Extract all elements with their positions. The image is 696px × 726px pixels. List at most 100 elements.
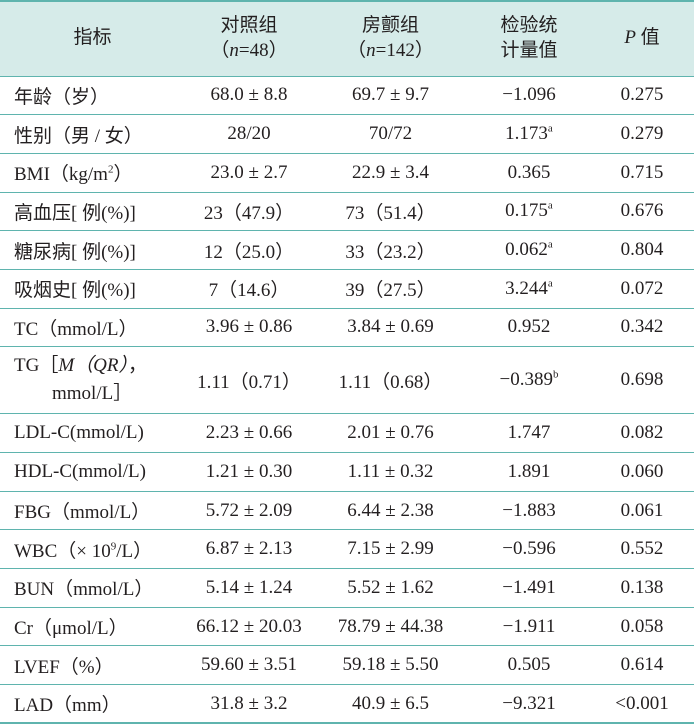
indicator-cell: BMI（kg/m2） [0,152,185,193]
indicator-text: ， [127,354,147,376]
statistic-cell: −0.596 [468,529,590,569]
indicator-cell: 性别（男 / 女） [0,114,185,154]
indicator-cell: BUN（mmol/L） [0,568,185,608]
af-value-cell: 70/72 [313,114,468,154]
p-value-cell: 0.342 [590,307,694,347]
table-row: 高血压[ 例(%)] 23（47.9） 73（51.4） 0.175a 0.676 [0,191,694,231]
p-value-cell: 0.061 [590,490,694,530]
indicator-cell: TC（mmol/L） [0,307,185,347]
header-af-n: （n=142） [347,39,434,61]
indicator-cell: LAD（mm） [0,684,185,724]
header-af-title: 房颤组 [361,15,419,37]
indicator-cell: LVEF（%） [0,645,185,685]
statistic-value: −1.883 [502,499,556,521]
p-value-cell: 0.082 [590,413,694,453]
af-value-cell: 73（51.4） [313,191,468,231]
table-row: 吸烟史[ 例(%)] 7（14.6） 39（27.5） 3.244a 0.072 [0,268,694,309]
p-value-cell: 0.060 [590,452,694,492]
indicator-text: TG［ [14,354,59,376]
af-value-cell: 5.52 ± 1.62 [313,568,468,608]
table-row: WBC（× 109/L） 6.87 ± 2.13 7.15 ± 2.99 −0.596… [0,529,694,569]
control-value-cell: 23（47.9） [185,191,313,231]
statistic-value: 3.244 [505,277,548,299]
p-value-cell: 0.058 [590,606,694,646]
p-value-cell: 0.279 [590,114,694,154]
control-value-cell: 6.87 ± 2.13 [185,529,313,569]
statistic-cell: 3.244a [468,268,590,309]
table-row: Cr（μmol/L） 66.12 ± 20.03 78.79 ± 44.38 −1.9… [0,606,694,646]
statistic-cell: 0.175a [468,191,590,231]
statistic-value: −0.596 [502,538,556,560]
indicator-cell: Cr（μmol/L） [0,606,185,646]
statistic-value: 1.747 [507,422,551,444]
table-row: 年龄（岁） 68.0 ± 8.8 69.7 ± 9.7 −1.096 0.275 [0,75,694,115]
table-row: LVEF（%） 59.60 ± 3.51 59.18 ± 5.50 0.505 0.61… [0,645,694,685]
statistic-cell: 1.747 [468,413,590,453]
sample-size-symbol: n [366,39,376,61]
table-row: TG［M（QR）， mmol/L］ 1.11（0.71） 1.11（0.68） −0.3… [0,346,694,414]
statistic-superscript: a [547,200,553,213]
af-value-cell: 78.79 ± 44.38 [313,606,468,646]
statistic-value: −1.096 [502,84,556,106]
control-value-cell: 59.60 ± 3.51 [185,645,313,685]
p-value-cell: 0.552 [590,529,694,569]
sample-size-symbol: n [229,39,239,61]
p-value-cell: 0.676 [590,191,694,231]
control-value-cell: 7（14.6） [185,268,313,309]
af-value-cell: 33（23.2） [313,230,468,270]
statistic-cell: −9.321 [468,684,590,724]
statistic-value: 0.365 [507,161,551,183]
header-stat-line2: 计量值 [500,39,558,61]
af-value-cell: 2.01 ± 0.76 [313,413,468,453]
indicator-cell: TG［M（QR）， mmol/L］ [0,346,185,414]
indicator-cell: 糖尿病[ 例(%)] [0,230,185,270]
control-value-cell: 31.8 ± 3.2 [185,684,313,724]
header-stat-line1: 检验统 [500,15,558,37]
indicator-text-line2: mmol/L］ [52,383,133,405]
p-value-cell: 0.072 [590,268,694,309]
statistic-cell: −1.096 [468,75,590,115]
af-value-cell: 1.11 ± 0.32 [313,452,468,492]
control-value-cell: 1.11（0.71） [185,346,313,414]
control-value-cell: 12（25.0） [185,230,313,270]
statistic-value: −9.321 [502,692,556,714]
indicator-cell: HDL-C(mmol/L) [0,452,185,492]
indicator-text: /L） [116,540,153,562]
af-value-cell: 7.15 ± 2.99 [313,529,468,569]
statistic-value: 0.062 [505,239,548,261]
table-row: 性别（男 / 女） 28/20 70/72 1.173a 0.279 [0,114,694,154]
table-row: HDL-C(mmol/L) 1.21 ± 0.30 1.11 ± 0.32 1.891… [0,452,694,492]
header-control-title: 对照组 [220,15,278,37]
table-row: LDL-C(mmol/L) 2.23 ± 0.66 2.01 ± 0.76 1.747… [0,413,694,453]
p-value-cell: 0.138 [590,568,694,608]
control-value-cell: 68.0 ± 8.8 [185,75,313,115]
statistic-value: 1.173 [505,123,548,145]
indicator-text: WBC（× 10 [14,540,111,562]
indicator-italic-text: M（QR） [58,354,128,376]
control-value-cell: 3.96 ± 0.86 [185,307,313,347]
table-row: LAD（mm） 31.8 ± 3.2 40.9 ± 6.5 −9.321 <0.001 [0,684,694,724]
statistic-cell: 1.891 [468,452,590,492]
control-value-cell: 23.0 ± 2.7 [185,152,313,193]
indicator-cell: 年龄（岁） [0,75,185,115]
table-row: TC（mmol/L） 3.96 ± 0.86 3.84 ± 0.69 0.952 0.3… [0,307,694,347]
af-value-cell: 6.44 ± 2.38 [313,490,468,530]
indicator-cell: LDL-C(mmol/L) [0,413,185,453]
table-body: 年龄（岁） 68.0 ± 8.8 69.7 ± 9.7 −1.096 0.275 性别（男… [0,75,694,724]
header-control-group: 对照组 （n=48） [185,1,313,76]
statistic-superscript: a [547,238,553,251]
control-value-cell: 5.72 ± 2.09 [185,490,313,530]
indicator-text: ） [113,164,133,186]
af-value-cell: 22.9 ± 3.4 [313,152,468,193]
statistic-value: −1.491 [502,576,556,598]
table-row: BUN（mmol/L） 5.14 ± 1.24 5.52 ± 1.62 −1.491 0… [0,568,694,608]
control-value-cell: 2.23 ± 0.66 [185,413,313,453]
af-value-cell: 1.11（0.68） [313,346,468,414]
header-af-group: 房颤组 （n=142） [313,1,468,76]
indicator-cell: 吸烟史[ 例(%)] [0,268,185,309]
statistic-superscript: b [552,368,559,381]
table-row: FBG（mmol/L） 5.72 ± 2.09 6.44 ± 2.38 −1.883 0… [0,490,694,530]
table-header: 指标 对照组 （n=48） 房颤组 （n=142） 检验统 计量值 P 值 [0,1,694,76]
p-value-cell: 0.614 [590,645,694,685]
statistic-cell: 0.505 [468,645,590,685]
